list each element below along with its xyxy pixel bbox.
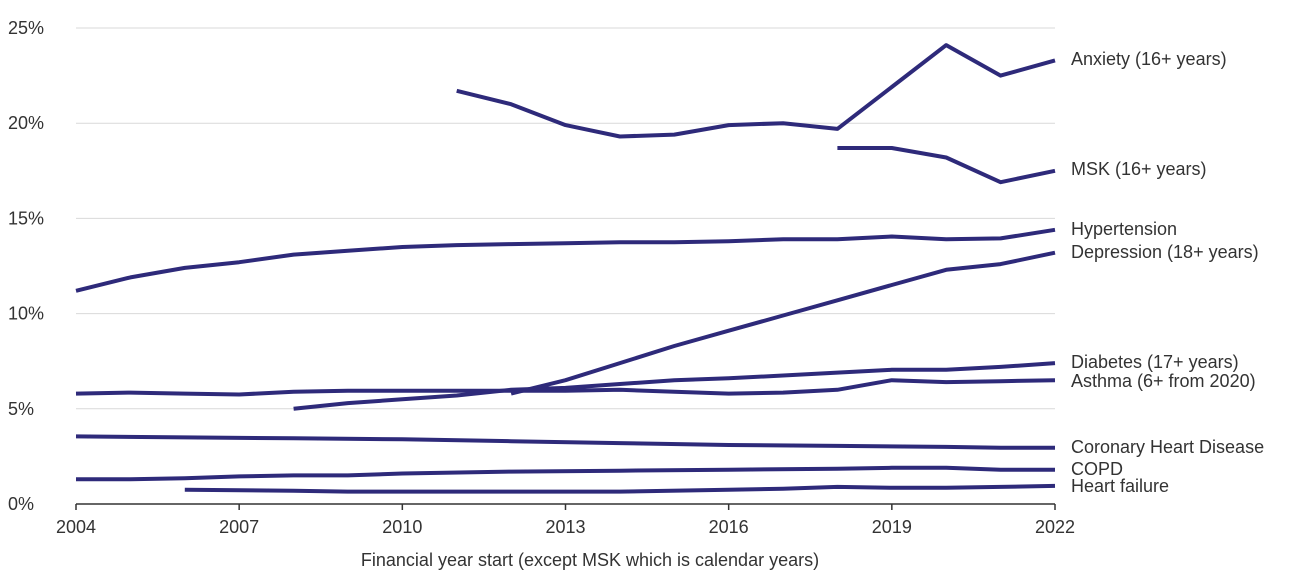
series-label-hypertension: Hypertension (1071, 219, 1177, 239)
series-line (293, 361, 1056, 411)
y-tick-label: 15% (8, 208, 44, 228)
series-labels: Anxiety (16+ years) MSK (16+ years) Hypert… (1071, 49, 1264, 496)
x-axis-label: Financial year start (except MSK which i… (361, 550, 819, 570)
y-tick-label: 25% (8, 18, 44, 38)
series-line (75, 434, 1055, 450)
x-tick-label: 2007 (219, 517, 259, 537)
x-tick-label: 2022 (1035, 517, 1075, 537)
x-axis-tick-labels: 2004 2007 2010 2013 2016 2019 2022 (56, 517, 1075, 537)
series-line (76, 465, 1055, 482)
y-axis-tick-labels: 0% 5% 10% 15% 20% 25% (8, 18, 44, 514)
series-label-copd: COPD (1071, 459, 1123, 479)
x-tick-label: 2019 (872, 517, 912, 537)
x-tick-label: 2004 (56, 517, 96, 537)
series-label-asthma-6-from-2020: Asthma (6+ from 2020) (1071, 371, 1256, 391)
series-line (184, 483, 1056, 494)
series-line (510, 250, 1056, 396)
x-tick-label: 2013 (545, 517, 585, 537)
series-line (75, 227, 1056, 293)
y-tick-label: 20% (8, 113, 44, 133)
series-label-depression-18-years: Depression (18+ years) (1071, 242, 1259, 262)
x-tick-label: 2016 (709, 517, 749, 537)
series-label-heart-failure: Heart failure (1071, 476, 1169, 496)
series-label-coronary-heart-disease: Coronary Heart Disease (1071, 437, 1264, 457)
series-label-anxiety-16-years: Anxiety (16+ years) (1071, 49, 1227, 69)
series-line (456, 43, 1056, 139)
y-tick-label: 10% (8, 304, 44, 324)
y-tick-label: 0% (8, 494, 34, 514)
series-label-msk-16-years: MSK (16+ years) (1071, 159, 1207, 179)
series-line (837, 146, 1056, 185)
series-lines (75, 43, 1056, 494)
y-tick-label: 5% (8, 399, 34, 419)
series-label-diabetes-17-years: Diabetes (17+ years) (1071, 352, 1239, 372)
x-tick-label: 2010 (382, 517, 422, 537)
series-line (75, 378, 1056, 397)
